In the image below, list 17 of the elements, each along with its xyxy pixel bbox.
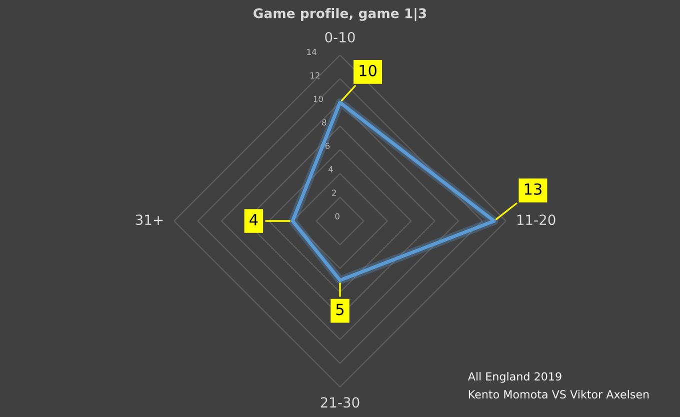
y-tick-label: 4 bbox=[328, 166, 333, 172]
spoke-label: 11-20 bbox=[517, 214, 556, 226]
data-label: 4 bbox=[250, 214, 258, 226]
data-label: 13 bbox=[524, 183, 542, 195]
y-tick-label: 14 bbox=[307, 48, 316, 55]
y-tick-label: 6 bbox=[325, 142, 330, 149]
chart-title: Game profile, game 1|3 bbox=[254, 8, 426, 22]
data-label: 5 bbox=[336, 304, 344, 316]
text: Kento Momota VS Viktor Axelsen bbox=[468, 390, 649, 399]
text: All England 2019 bbox=[468, 372, 562, 383]
spoke-label: 21-30 bbox=[320, 397, 360, 408]
data-label: 10 bbox=[360, 64, 376, 76]
spoke-label: 0-10 bbox=[325, 32, 355, 42]
spoke-label: 31+ bbox=[136, 214, 163, 226]
y-tick-label: 0 bbox=[335, 213, 340, 220]
y-tick-label: 8 bbox=[322, 119, 326, 126]
y-tick-label: 2 bbox=[332, 190, 336, 196]
